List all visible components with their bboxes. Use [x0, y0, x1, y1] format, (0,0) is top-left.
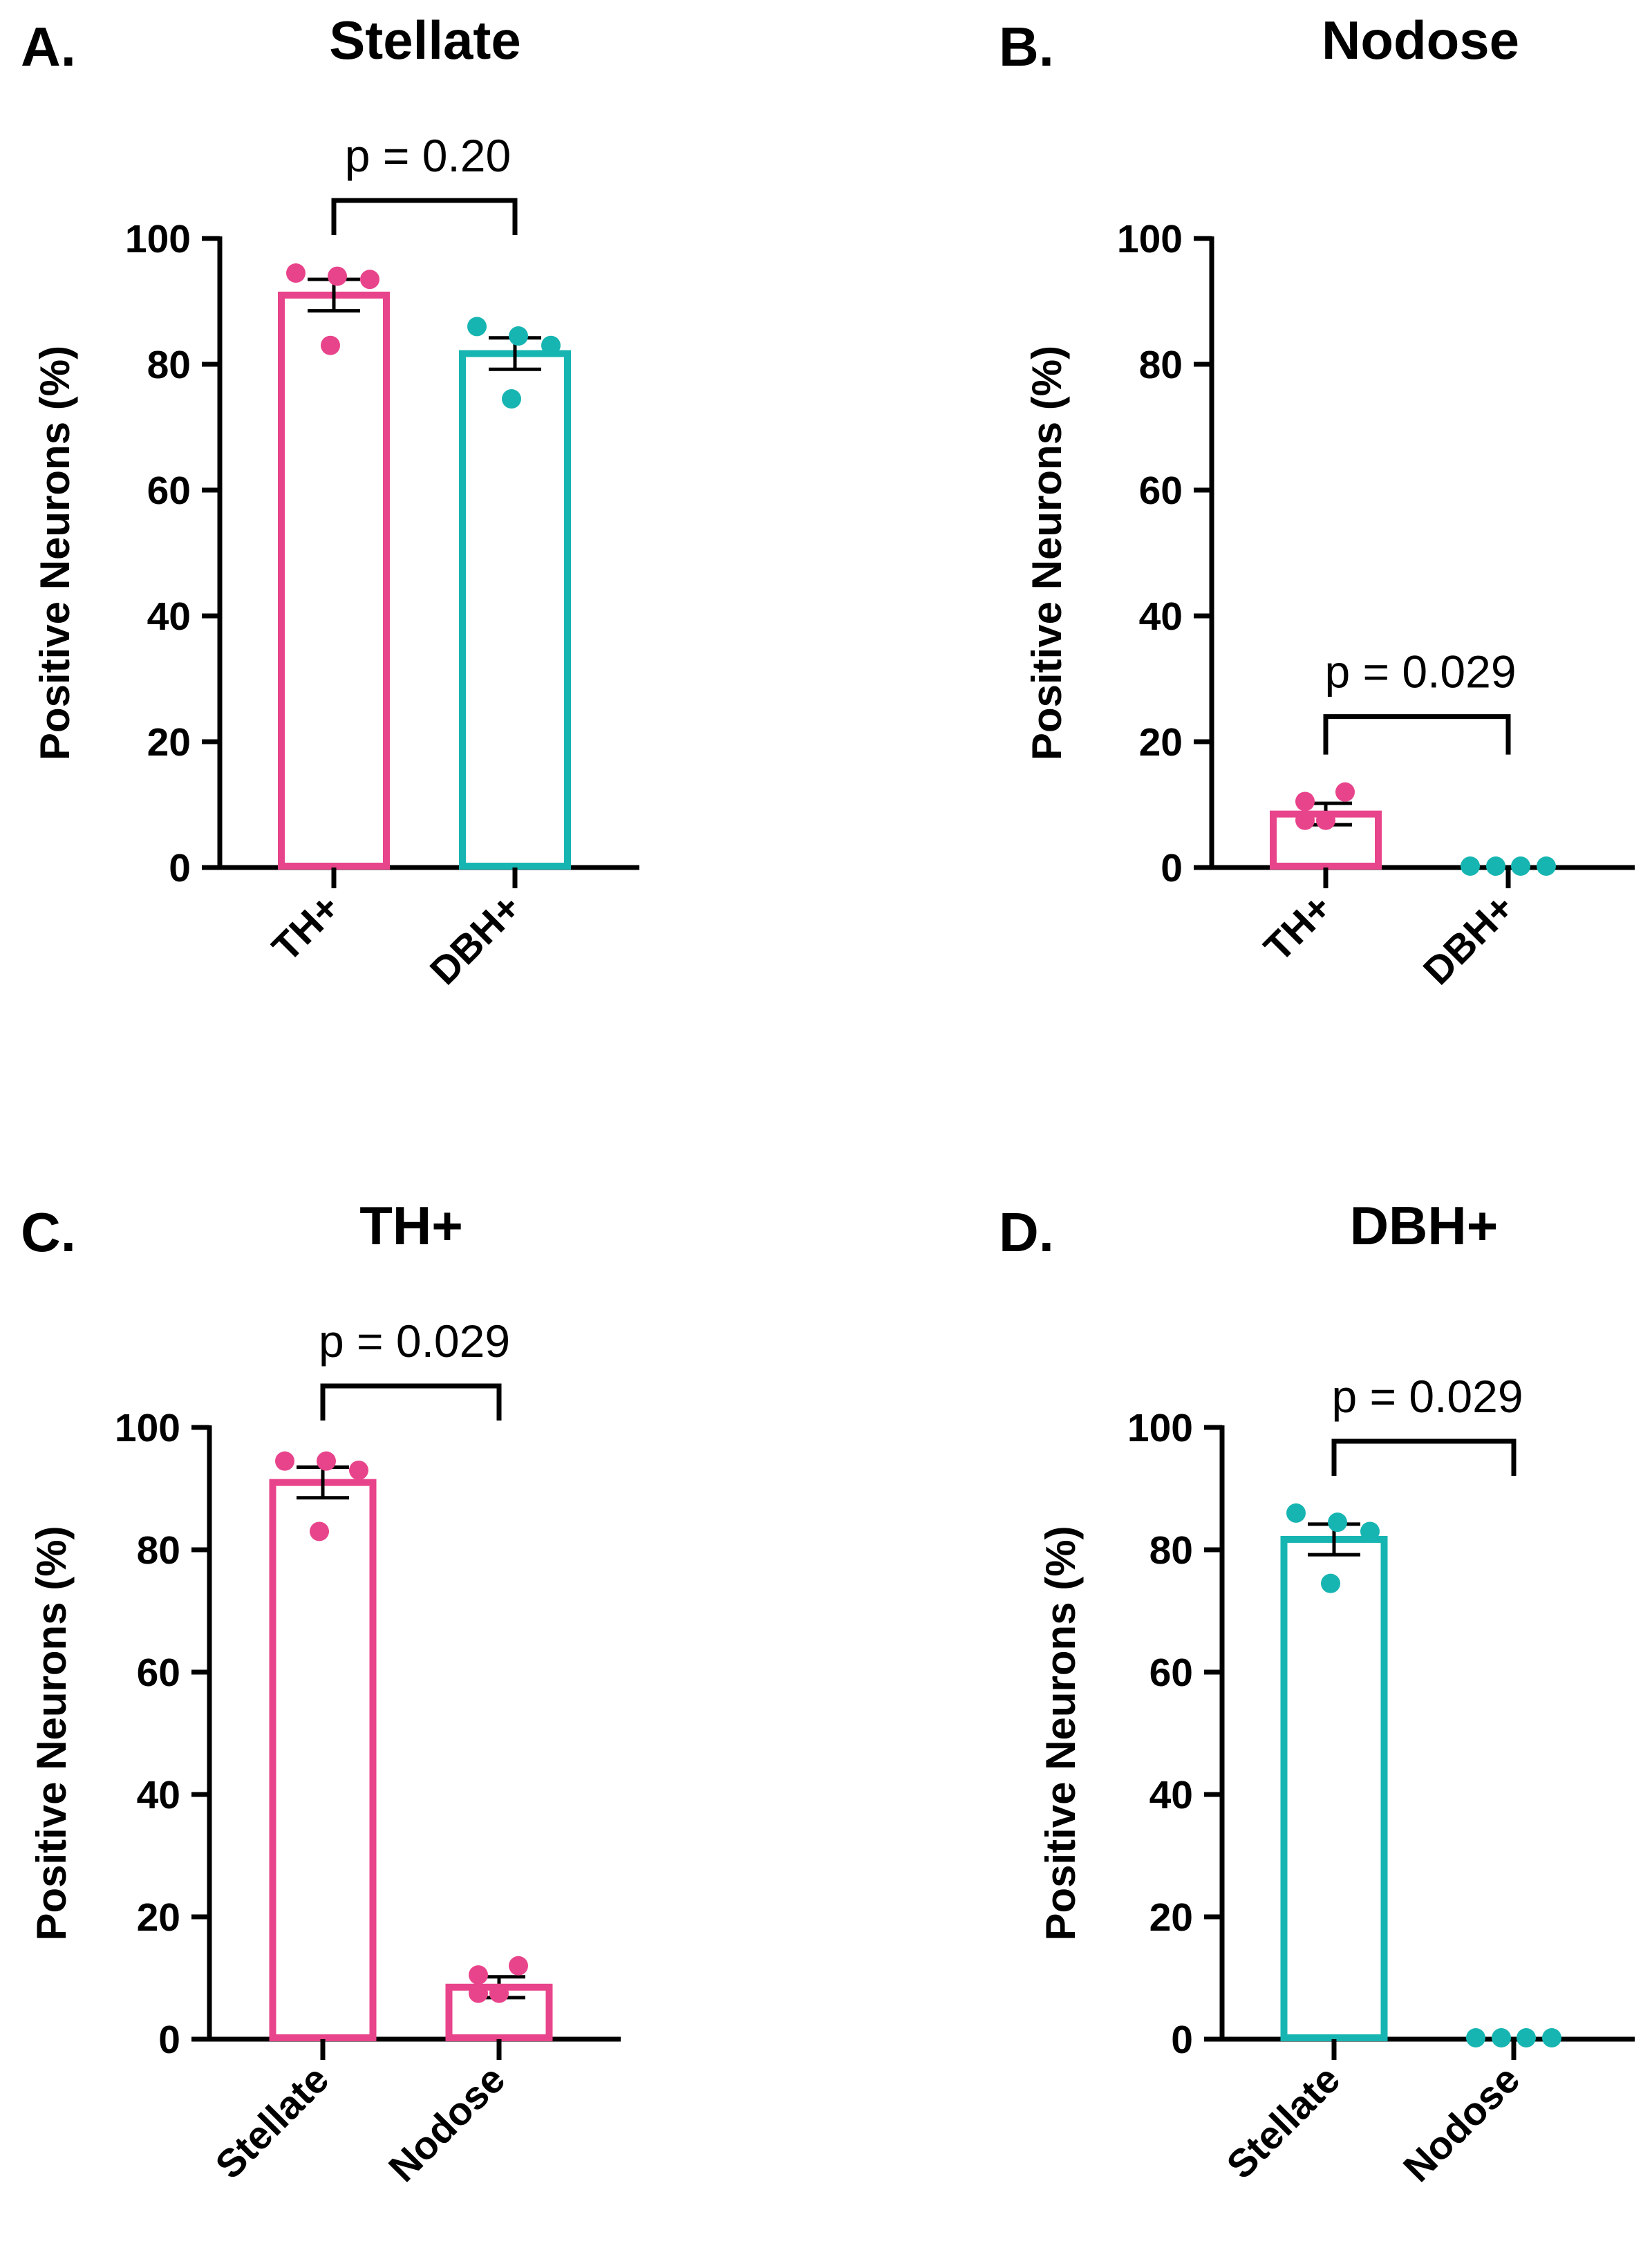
data-point	[509, 326, 528, 346]
y-tick-label: 60	[147, 469, 191, 513]
panel-letter: A.	[21, 16, 76, 77]
panel-letter: B.	[999, 16, 1054, 77]
y-tick-label: 0	[1171, 2018, 1193, 2062]
y-tick-label: 80	[1149, 1528, 1193, 1573]
data-point	[469, 1965, 488, 1985]
data-point	[541, 335, 561, 355]
data-point	[1537, 856, 1556, 876]
p-value-label: p = 0.029	[1331, 1371, 1523, 1422]
y-tick-label: 80	[1139, 343, 1183, 387]
y-axis-label: Positive Neurons (%)	[32, 346, 78, 760]
y-axis-label: Positive Neurons (%)	[1024, 346, 1070, 760]
y-tick-label: 40	[1149, 1773, 1193, 1817]
data-point	[275, 1451, 294, 1471]
data-point	[1542, 2028, 1561, 2047]
y-tick-label: 0	[169, 846, 191, 890]
y-tick-label: 40	[1139, 594, 1183, 639]
data-point	[1486, 856, 1505, 876]
data-point	[1492, 2028, 1511, 2047]
bar-stellate	[1280, 1535, 1388, 2042]
y-tick-label: 100	[125, 217, 191, 261]
x-tick-label: Stellate	[1219, 2057, 1349, 2188]
bar-th-	[278, 291, 390, 870]
x-tick-label: TH+	[1256, 885, 1341, 971]
y-axis-label: Positive Neurons (%)	[28, 1526, 75, 1940]
y-tick-label: 20	[147, 720, 191, 765]
significance-bracket	[1323, 714, 1511, 755]
x-tick-label: Nodose	[380, 2057, 514, 2191]
panel-letter: D.	[999, 1201, 1054, 1263]
data-point	[1511, 856, 1530, 876]
p-value-label: p = 0.20	[345, 130, 511, 181]
data-point	[310, 1521, 329, 1541]
y-tick-label: 40	[137, 1773, 180, 1817]
data-point	[502, 389, 521, 409]
y-tick-label: 60	[137, 1651, 180, 1695]
data-point	[1316, 810, 1335, 830]
data-point	[469, 1983, 488, 2003]
data-point	[489, 1983, 509, 2003]
x-tick-label: DBH+	[422, 885, 529, 993]
data-point	[509, 1956, 528, 1976]
y-tick-label: 80	[137, 1528, 180, 1573]
chart-panel-2: B. Nodose Positive Neurons (%) 0 20 40 60 80 100…	[999, 10, 1635, 993]
y-tick-label: 20	[137, 1895, 180, 1940]
data-point	[1295, 791, 1315, 812]
data-point	[1335, 782, 1355, 802]
data-point	[317, 1451, 336, 1471]
x-tick-label: TH+	[264, 885, 349, 971]
bar-stellate	[269, 1479, 377, 2041]
data-point	[360, 270, 379, 290]
p-value-label: p = 0.029	[1324, 646, 1516, 697]
panel-letter: C.	[21, 1201, 76, 1263]
chart-panel-4: D. DBH+ Positive Neurons (%) 0 20 40 60 80 100 St…	[999, 1195, 1635, 2191]
data-point	[1328, 1512, 1347, 1532]
x-tick-label: Stellate	[207, 2057, 338, 2188]
data-point	[349, 1460, 368, 1480]
data-point	[1466, 2028, 1485, 2047]
x-tick-label: DBH+	[1415, 885, 1523, 993]
p-value-label: p = 0.029	[319, 1315, 510, 1367]
y-tick-label: 100	[1117, 217, 1183, 261]
data-point	[1286, 1503, 1306, 1523]
y-tick-label: 100	[115, 1406, 180, 1450]
chart-panel-3: C. TH+ Positive Neurons (%) 0 20 40 60 80 100 Ste…	[21, 1195, 621, 2191]
data-point	[1461, 856, 1480, 876]
y-tick-label: 0	[1161, 846, 1183, 890]
y-tick-label: 20	[1149, 1895, 1193, 1940]
data-point	[321, 335, 340, 355]
chart-title: DBH+	[1350, 1195, 1499, 1256]
y-tick-label: 20	[1139, 720, 1183, 765]
chart-panel-1: A. Stellate Positive Neurons (%) 0 20 40 60 80 1…	[21, 10, 639, 993]
data-point	[1360, 1521, 1380, 1541]
significance-bracket	[1331, 1438, 1517, 1476]
chart-title: Nodose	[1322, 10, 1519, 71]
data-point	[328, 266, 347, 286]
y-tick-label: 60	[1139, 469, 1183, 513]
y-tick-label: 100	[1127, 1406, 1193, 1450]
data-point	[286, 263, 306, 283]
significance-bracket	[320, 1383, 502, 1421]
data-point	[1295, 810, 1315, 830]
y-tick-label: 0	[158, 2018, 180, 2062]
y-tick-label: 40	[147, 594, 191, 639]
data-point	[1321, 1573, 1340, 1593]
y-axis-label: Positive Neurons (%)	[1038, 1526, 1084, 1940]
bar-dbh-	[459, 350, 571, 870]
data-point	[467, 317, 487, 337]
chart-title: Stellate	[329, 10, 520, 71]
x-tick-label: Nodose	[1395, 2057, 1528, 2191]
chart-title: TH+	[359, 1195, 463, 1256]
data-point	[1517, 2028, 1536, 2047]
y-tick-label: 60	[1149, 1651, 1193, 1695]
significance-bracket	[331, 198, 518, 235]
y-tick-label: 80	[147, 343, 191, 387]
